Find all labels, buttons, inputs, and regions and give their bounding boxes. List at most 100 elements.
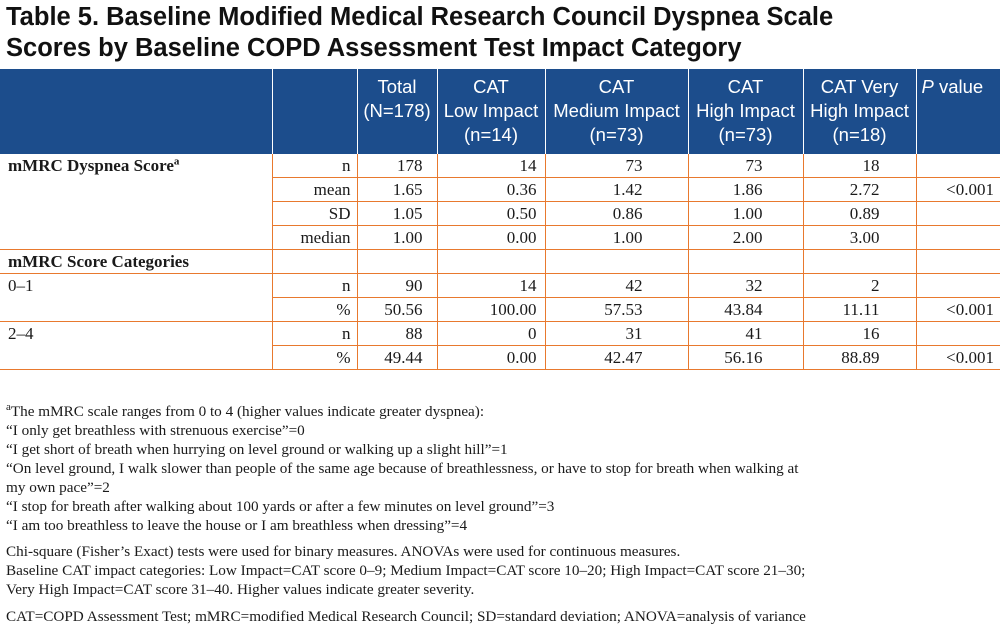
results-table: Total (N=178) CAT Low Impact (n=14) CAT … [0,69,1000,370]
header-p-value: P value [915,69,1000,154]
title-line-1: Table 5. Baseline Modified Medical Resea… [6,3,834,31]
footnote-line: “I only get breathless with strenuous ex… [6,422,305,439]
stat-label: % [271,345,357,370]
table-row: mean 1.65 0.36 1.42 1.86 2.72 <0.001 [0,177,1000,202]
table-row: % 50.56 100.00 57.53 43.84 11.11 <0.001 [0,297,1000,322]
blank-cell [436,249,545,274]
cell-value: 0.89 [802,201,916,226]
cell-p-value: <0.001 [915,345,1000,370]
footnote-stats: Chi-square (Fisher’s Exact) tests were u… [6,542,996,599]
cell-p-value: <0.001 [915,297,1000,322]
cell-value: 42 [544,273,688,298]
stat-label: n [271,273,357,298]
cell-value: 178 [356,154,437,178]
cell-p-value [915,154,1000,178]
blank-cell [915,249,1000,274]
cell-p-value [915,225,1000,250]
cell-value: 57.53 [544,297,688,322]
blank-row-label [0,202,272,226]
cell-value: 31 [544,321,688,346]
cell-value: 2 [802,273,916,298]
stat-label: n [271,321,357,346]
blank-row-label [0,226,272,250]
blank-cell [271,249,357,274]
blank-row-label [0,298,272,322]
footnote-line: Chi-square (Fisher’s Exact) tests were u… [6,543,681,560]
footnote-intro: aThe mMRC scale ranges from 0 to 4 (high… [6,400,485,420]
category-label-0-1: 0–1 [0,273,272,298]
category-label-2-4: 2–4 [0,321,272,346]
stat-label: n [271,154,357,178]
cell-value: 18 [802,154,916,178]
cell-value: 1.00 [356,225,437,250]
table-row: 0–1 n 90 14 42 32 2 [0,273,1000,298]
cell-value: 49.44 [356,345,437,370]
cell-p-value [915,273,1000,298]
cell-p-value [915,201,1000,226]
cell-value: 42.47 [544,345,688,370]
section-dyspnea-label: mMRC Dyspnea Scorea [8,155,180,175]
cell-value: 0.00 [436,345,545,370]
cell-p-value: <0.001 [915,177,1000,202]
table-row: mMRC Score Categories [0,249,1000,274]
cell-value: 0.00 [436,225,545,250]
header-row: Total (N=178) CAT Low Impact (n=14) CAT … [0,69,1000,154]
cell-value: 88 [356,321,437,346]
footnote-line: “I am too breathless to leave the house … [6,517,468,534]
table-row: % 49.44 0.00 42.47 56.16 88.89 <0.001 [0,345,1000,370]
table-row: 2–4 n 88 0 31 41 16 [0,321,1000,346]
cell-value: 32 [687,273,803,298]
header-cat-medium: CAT Medium Impact (n=73) [544,69,688,154]
cell-value: 2.00 [687,225,803,250]
cell-value: 0.36 [436,177,545,202]
cell-value: 100.00 [436,297,545,322]
cell-value: 56.16 [687,345,803,370]
blank-cell [356,249,437,274]
cell-value: 0 [436,321,545,346]
cell-value: 16 [802,321,916,346]
header-cat-high: CAT High Impact (n=73) [687,69,803,154]
cell-value: 73 [544,154,688,178]
footnote-line: “I stop for breath after walking about 1… [6,498,555,515]
footnote-abbreviations: CAT=COPD Assessment Test; mMRC=modified … [6,607,996,626]
header-cat-very-high: CAT Very High Impact (n=18) [802,69,916,154]
cell-value: 1.65 [356,177,437,202]
footnote-line: “I get short of breath when hurrying on … [6,441,508,458]
cell-value: 90 [356,273,437,298]
table-title: Table 5. Baseline Modified Medical Resea… [6,2,996,64]
header-cat-low: CAT Low Impact (n=14) [436,69,545,154]
header-total: Total (N=178) [356,69,437,154]
cell-value: 3.00 [802,225,916,250]
cell-value: 1.86 [687,177,803,202]
cell-p-value [915,321,1000,346]
cell-value: 14 [436,154,545,178]
cell-value: 43.84 [687,297,803,322]
header-blank-2 [271,69,357,154]
cell-value: 1.05 [356,201,437,226]
table-row: SD 1.05 0.50 0.86 1.00 0.89 [0,201,1000,226]
title-line-2: Scores by Baseline COPD Assessment Test … [6,34,742,62]
blank-cell [802,249,916,274]
cell-value: 1.00 [687,201,803,226]
blank-cell [687,249,803,274]
stat-label: median [271,225,357,250]
footnote-line: Very High Impact=CAT score 31–40. Higher… [6,581,475,598]
footnote-line: Baseline CAT impact categories: Low Impa… [6,562,806,579]
cell-value: 0.86 [544,201,688,226]
cell-value: 1.42 [544,177,688,202]
cell-value: 73 [687,154,803,178]
blank-cell [544,249,688,274]
stat-label: % [271,297,357,322]
footnote-scale: aThe mMRC scale ranges from 0 to 4 (high… [6,400,996,535]
cell-value: 11.11 [802,297,916,322]
footnote-line: “On level ground, I walk slower than peo… [6,460,799,477]
abbreviations-text: CAT=COPD Assessment Test; mMRC=modified … [6,608,806,625]
footnote-line: my own pace”=2 [6,479,110,496]
cell-value: 0.50 [436,201,545,226]
header-blank-1 [0,69,272,154]
stat-label: mean [271,177,357,202]
blank-row-label [0,178,272,202]
section-categories-label: mMRC Score Categories [0,249,272,274]
table-row: mMRC Dyspnea Scorea n 178 14 73 73 18 [0,154,1000,178]
cell-value: 88.89 [802,345,916,370]
